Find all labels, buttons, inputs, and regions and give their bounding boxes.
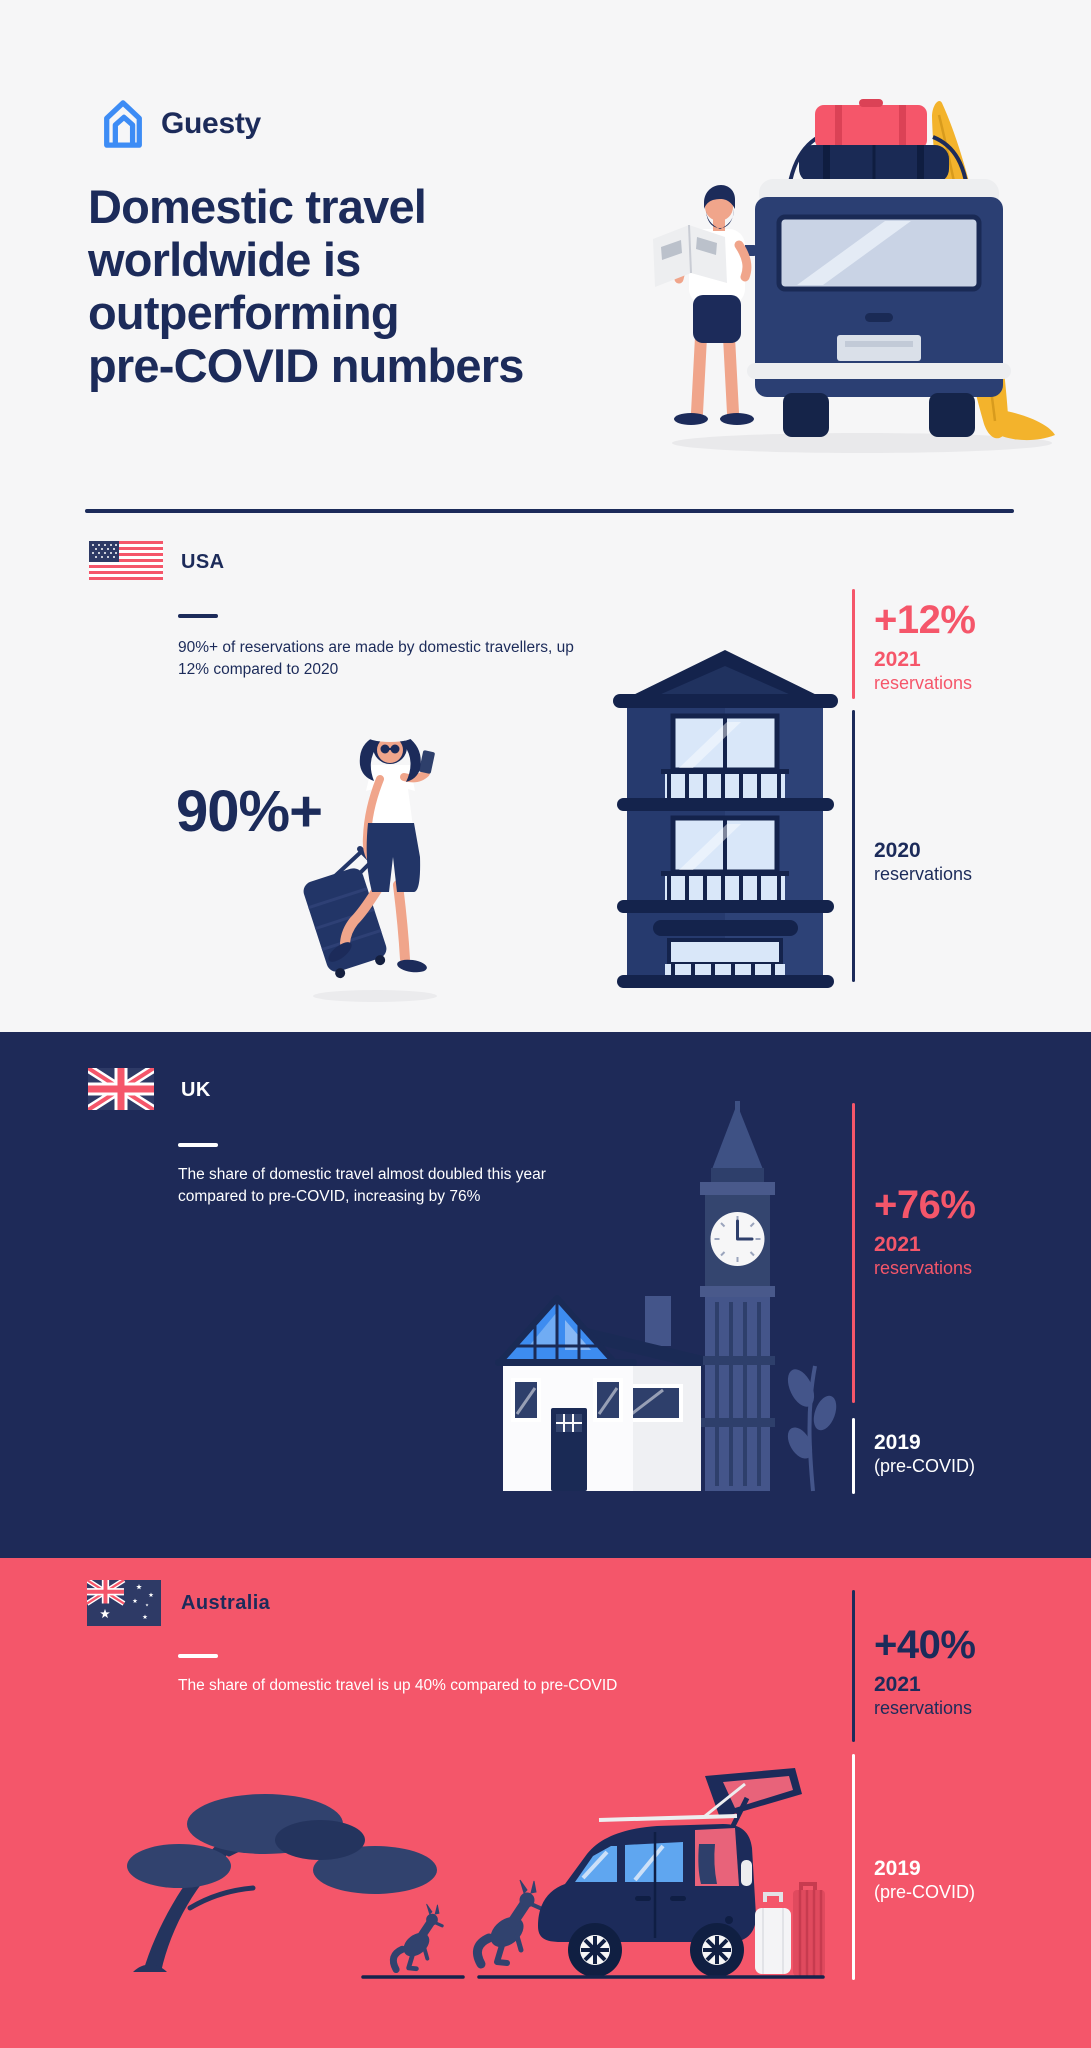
australia-section-background	[0, 1558, 1091, 2048]
stat-line-2019-australia	[852, 1754, 855, 1980]
usa-stat-2021: +12% 2021 reservations	[874, 600, 1074, 695]
stat-label: reservations	[874, 1258, 973, 1278]
dash-divider	[178, 1143, 218, 1147]
uk-house-bigben-illustration	[495, 1101, 837, 1492]
outback-car-illustration	[127, 1768, 825, 1979]
stat-line-2021-usa	[852, 589, 855, 699]
title-line: outperforming	[88, 286, 400, 339]
uk-stat-2019: 2019 (pre-COVID)	[874, 1432, 1074, 1478]
stat-line-2021-australia	[852, 1590, 855, 1742]
guesty-logo: Guesty	[100, 98, 261, 150]
uk-stat-2021: +76% 2021 reservations	[874, 1185, 1074, 1280]
stat-year: 2021	[874, 648, 921, 671]
page-title: Domestic travel worldwide is outperformi…	[88, 180, 524, 392]
stat-label: reservations	[874, 864, 973, 884]
stat-year: 2020	[874, 839, 921, 862]
australia-stat-2021: +40% 2021 reservations	[874, 1625, 1074, 1720]
stat-line-2020-usa	[852, 710, 855, 982]
dash-divider	[178, 1654, 218, 1658]
stat-label: (pre-COVID)	[874, 1456, 976, 1476]
stat-year: 2019	[874, 1857, 921, 1880]
title-line: pre-COVID numbers	[88, 339, 524, 392]
stat-value: +12%	[874, 598, 976, 642]
title-line: Domestic travel	[88, 180, 427, 233]
stat-year: 2021	[874, 1233, 921, 1256]
stat-value: +76%	[874, 1183, 976, 1227]
apartment-building-illustration	[613, 650, 838, 988]
stat-line-2021-uk	[852, 1103, 855, 1403]
uk-description: The share of domestic travel almost doub…	[178, 1166, 546, 1205]
stat-year: 2021	[874, 1673, 921, 1696]
stat-label: reservations	[874, 673, 973, 693]
usa-description: 90%+ of reservations are made by domesti…	[178, 639, 574, 678]
traveler-woman-illustration	[303, 717, 437, 1002]
country-label-usa: USA	[181, 551, 225, 573]
australia-description: The share of domestic travel is up 40% c…	[178, 1677, 618, 1694]
stat-value: +40%	[874, 1623, 976, 1667]
uk-flag-icon	[88, 1068, 154, 1110]
guesty-house-icon	[104, 100, 142, 148]
country-label-uk: UK	[181, 1079, 211, 1101]
section-divider	[85, 509, 1014, 513]
usa-flag-icon	[89, 541, 163, 580]
usa-stat-2020: 2020 reservations	[874, 840, 1074, 886]
guesty-wordmark: Guesty	[161, 107, 261, 140]
stat-year: 2019	[874, 1431, 921, 1454]
van-traveler-illustration	[653, 99, 1055, 453]
australia-stat-2019: 2019 (pre-COVID)	[874, 1858, 1074, 1904]
australia-flag-icon	[87, 1580, 161, 1626]
stat-line-2019-uk	[852, 1418, 855, 1494]
dash-divider	[178, 614, 218, 618]
country-label-australia: Australia	[181, 1592, 271, 1614]
stat-label: reservations	[874, 1698, 973, 1718]
usa-big-stat: 90%+	[176, 779, 323, 844]
title-line: worldwide is	[88, 233, 361, 286]
stat-label: (pre-COVID)	[874, 1882, 976, 1902]
